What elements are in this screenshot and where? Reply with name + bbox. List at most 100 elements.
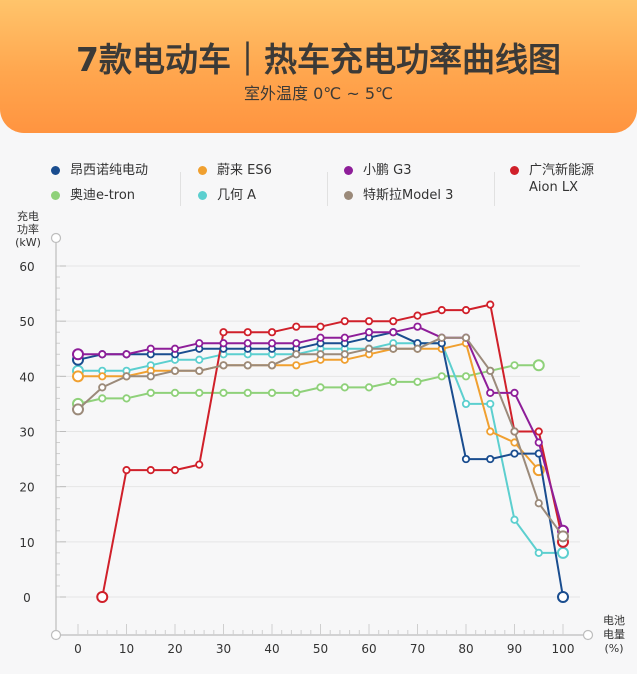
data-point [72, 403, 84, 416]
x-tick-label: 0 [74, 642, 82, 656]
data-point [316, 344, 325, 353]
data-point [195, 366, 204, 375]
data-point [364, 328, 374, 337]
series-line [72, 339, 569, 559]
data-point [316, 322, 325, 331]
data-point [267, 361, 277, 370]
y-tick-label: 0 [23, 591, 31, 605]
legend-item-tesla: 特斯拉Model 3 [344, 187, 453, 204]
data-point [243, 361, 252, 370]
data-point [534, 427, 543, 436]
data-point [461, 372, 471, 381]
chart-legend: 昂西诺纯电动 奥迪e-tron 蔚来 ES6 几何 A 小鹏 G3 特斯拉Mod… [0, 156, 637, 210]
data-point [98, 350, 107, 359]
data-point [413, 339, 422, 348]
data-point [389, 344, 398, 353]
page-subtitle: 室外温度 0℃ ~ 5℃ [244, 84, 393, 103]
legend-divider [327, 172, 328, 206]
data-point [219, 388, 228, 397]
data-point [389, 328, 398, 337]
data-point [316, 383, 325, 392]
data-point [389, 317, 398, 326]
data-point [486, 388, 495, 397]
legend-item-nio: 蔚来 ES6 [198, 162, 272, 179]
data-point [146, 344, 155, 353]
data-point [534, 548, 543, 557]
data-point [292, 350, 301, 359]
data-point [267, 361, 277, 370]
data-point [461, 333, 471, 342]
data-point [557, 530, 569, 543]
data-point [413, 377, 422, 386]
y-tick-label: 30 [19, 426, 34, 440]
data-point [170, 366, 180, 375]
data-point [557, 546, 569, 559]
data-point [195, 344, 204, 353]
data-point [195, 339, 204, 348]
data-point [534, 438, 543, 447]
data-point [219, 339, 228, 348]
data-point [461, 306, 471, 315]
series-line [72, 333, 569, 543]
data-point [557, 535, 569, 548]
data-point [98, 394, 107, 403]
legend-item-aion: 广汽新能源 Aion LX [510, 162, 594, 196]
legend-dot-icon [51, 191, 60, 200]
data-point [461, 339, 471, 348]
data-point [243, 328, 252, 337]
data-point [557, 591, 569, 603]
data-point [292, 350, 301, 359]
data-point [219, 344, 228, 353]
data-point [340, 333, 349, 342]
legend-item-audi: 奥迪e-tron [51, 187, 135, 204]
data-point [122, 350, 131, 359]
data-point [510, 515, 519, 524]
data-point [364, 344, 374, 353]
x-tick-label: 30 [216, 642, 231, 656]
series-line [72, 359, 545, 410]
data-point [195, 355, 204, 364]
data-point [146, 361, 155, 370]
data-point [146, 350, 155, 359]
legend-item-geometry: 几何 A [198, 187, 256, 204]
data-point [510, 449, 519, 458]
data-point [122, 394, 131, 403]
data-point [72, 397, 84, 410]
data-point [461, 454, 471, 464]
x-axis-title: 电池 电量 (%) [603, 614, 625, 655]
data-point [243, 350, 252, 359]
data-point [170, 466, 180, 475]
data-point [437, 372, 446, 381]
legend-dot-icon [51, 166, 60, 175]
data-point [316, 355, 325, 364]
data-point [243, 344, 252, 353]
data-point [146, 388, 155, 397]
x-tick-label: 10 [119, 642, 134, 656]
data-point [532, 359, 545, 372]
data-point [170, 355, 180, 364]
axis-end-icon [582, 629, 594, 641]
data-point [364, 344, 374, 353]
data-point [510, 427, 519, 436]
legend-label: 几何 A [217, 188, 257, 203]
legend-dot-icon [510, 166, 519, 175]
legend-label: 特斯拉Model 3 [363, 188, 454, 203]
legend-label: 小鹏 G3 [363, 163, 412, 178]
x-tick-label: 70 [410, 642, 425, 656]
legend-label: 昂西诺纯电动 [70, 163, 149, 178]
data-point [170, 366, 180, 375]
page-title: 7款电动车｜热车充电功率曲线图 [76, 40, 561, 79]
data-point [267, 339, 277, 348]
data-point [146, 372, 155, 381]
data-point [340, 344, 349, 353]
data-point [316, 350, 325, 359]
x-tick-label: 80 [458, 642, 473, 656]
data-point [122, 372, 131, 381]
data-point [122, 366, 131, 375]
legend-label: 广汽新能源 [529, 163, 595, 178]
x-tick-label: 90 [507, 642, 522, 656]
legend-dot-icon [344, 166, 353, 175]
data-point [557, 524, 569, 537]
data-point [146, 466, 155, 475]
data-point [534, 499, 543, 508]
